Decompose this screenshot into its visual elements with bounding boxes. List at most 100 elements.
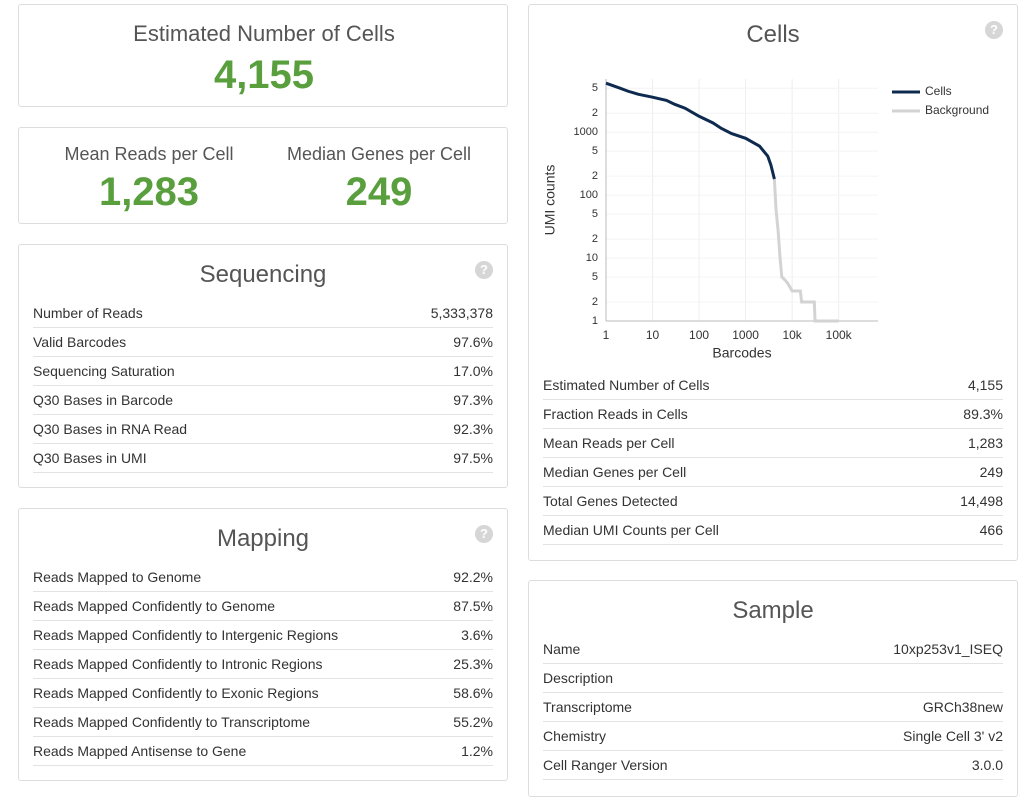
table-row: Fraction Reads in Cells 89.3% [543,399,1003,429]
row-label: Reads Mapped Antisense to Gene [33,742,247,759]
row-value: Single Cell 3' v2 [903,727,1003,744]
row-value: 1,283 [967,434,1003,451]
row-value: 58.6% [453,684,493,701]
row-label: Reads Mapped Confidently to Intronic Reg… [33,655,323,672]
table-row: Reads Mapped Confidently to Intronic Reg… [33,649,493,679]
table-row: Reads Mapped Confidently to Transcriptom… [33,707,493,737]
table-row: Q30 Bases in UMI 97.5% [33,443,493,473]
table-row: Cell Ranger Version 3.0.0 [543,750,1003,780]
row-label: Mean Reads per Cell [543,434,675,451]
table-row: Q30 Bases in RNA Read 92.3% [33,414,493,444]
row-label: Total Genes Detected [543,492,678,509]
row-label: Reads Mapped to Genome [33,568,202,585]
row-value: 17.0% [453,362,493,379]
row-label: Valid Barcodes [33,333,127,350]
sequencing-card: Sequencing ? Number of Reads 5,333,378 Val… [18,244,508,488]
row-value: 92.3% [453,420,493,437]
y-tick-label: 2 [592,296,598,308]
row-value: 466 [979,521,1003,538]
row-label: Description [543,669,614,686]
x-tick-label: 100 [689,328,709,342]
table-row: Chemistry Single Cell 3' v2 [543,721,1003,751]
row-value: 97.6% [453,333,493,350]
card-title: Sample [732,597,814,624]
series-line [605,81,776,180]
row-label: Q30 Bases in RNA Read [33,420,188,437]
row-label: Q30 Bases in Barcode [33,391,174,408]
x-tick-label: 10k [782,328,802,342]
row-value: 4,155 [967,376,1003,393]
card-title: Cells [746,21,800,48]
row-label: Reads Mapped Confidently to Genome [33,597,276,614]
y-tick-label: 2 [592,107,598,119]
row-label: Median UMI Counts per Cell [543,521,719,538]
row-value: 97.3% [453,391,493,408]
card-value: 4,155 [213,53,315,97]
card-title: Sequencing [199,261,327,288]
card-label: Median Genes per Cell [286,144,472,164]
row-label: Estimated Number of Cells [543,376,710,393]
y-tick-label: 5 [592,145,598,157]
y-axis-label: UMI counts [542,165,558,236]
table-row: Reads Mapped Antisense to Gene 1.2% [33,736,493,766]
mapping-card: Mapping ? Reads Mapped to Genome 92.2% Rea… [18,508,508,781]
card-title: Mapping [216,525,310,552]
x-tick-label: 1 [603,328,610,342]
card-label: Estimated Number of Cells [133,21,395,46]
y-tick-label: 100 [580,189,598,201]
row-value: 25.3% [453,655,493,672]
y-tick-label: 5 [592,271,598,283]
table-row: Transcriptome GRCh38new [543,692,1003,722]
row-label: Fraction Reads in Cells [543,405,688,422]
sample-card: Sample Name 10xp253v1_ISEQ Description Tran… [528,580,1018,797]
row-value: 10xp253v1_ISEQ [893,640,1003,657]
row-value: 3.6% [461,626,493,643]
x-tick-label: 100k [826,328,853,342]
row-value: 89.3% [963,405,1003,422]
table-row: Reads Mapped Confidently to Intergenic R… [33,620,493,650]
help-icon[interactable]: ? [475,525,493,543]
row-value: 87.5% [453,597,493,614]
row-label: Chemistry [543,727,607,744]
cells-chart-card: Cells ? 1 10 100 1000 10k 100k 1 2 5 10 2 5 100 2 5 100… [528,4,1018,561]
row-value: 97.5% [453,449,493,466]
row-label: Cell Ranger Version [543,756,668,773]
table-row: Q30 Bases in Barcode 97.3% [33,385,493,415]
row-value: GRCh38new [922,698,1003,715]
card-label: Mean Reads per Cell [64,144,234,164]
x-axis-label: Barcodes [712,345,771,361]
table-row: Number of Reads 5,333,378 [33,298,493,328]
row-label: Reads Mapped Confidently to Transcriptom… [33,713,311,730]
table-row: Reads Mapped Confidently to Genome 87.5% [33,591,493,621]
row-label: Number of Reads [33,304,143,321]
table-row: Reads Mapped to Genome 92.2% [33,562,493,592]
reads-genes-card: Mean Reads per Cell 1,283 Median Genes p… [18,127,508,224]
card-value: 1,283 [98,170,200,214]
table-row: Name 10xp253v1_ISEQ [543,634,1003,664]
help-icon[interactable]: ? [985,21,1003,39]
table-row: Estimated Number of Cells 4,155 [543,370,1003,400]
row-value: 249 [979,463,1003,480]
y-tick-label: 5 [592,82,598,94]
y-tick-label: 1 [592,315,598,327]
x-tick-label: 10 [646,328,660,342]
row-label: Sequencing Saturation [33,362,175,379]
row-value: 1.2% [461,742,493,759]
table-row: Valid Barcodes 97.6% [33,327,493,357]
series-line [772,178,839,323]
table-row: Median Genes per Cell 249 [543,457,1003,487]
table-row: Total Genes Detected 14,498 [543,486,1003,516]
row-label: Reads Mapped Confidently to Exonic Regio… [33,684,319,701]
row-value: 3.0.0 [971,756,1003,773]
row-value: 5,333,378 [430,304,493,321]
y-tick-label: 10 [586,252,598,264]
table-row: Description [543,663,1003,693]
table-row: Reads Mapped Confidently to Exonic Regio… [33,678,493,708]
row-label: Transcriptome [543,698,632,715]
help-icon[interactable]: ? [475,261,493,279]
y-tick-label: 1000 [574,126,598,138]
row-value: 55.2% [453,713,493,730]
row-label: Q30 Bases in UMI [33,449,147,466]
x-tick-label: 1000 [732,328,759,342]
table-row: Sequencing Saturation 17.0% [33,356,493,386]
